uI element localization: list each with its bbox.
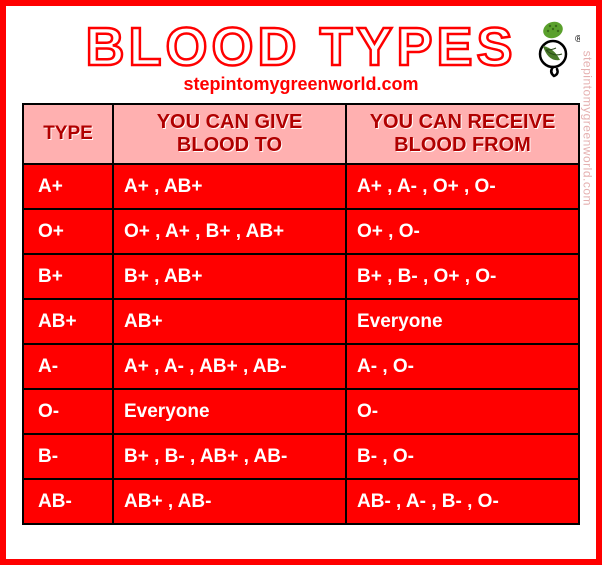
blood-type-table: TYPE YOU CAN GIVE BLOOD TO YOU CAN RECEI… [22, 103, 580, 525]
cell-type: AB- [23, 479, 113, 524]
table-row: B-B+ , B- , AB+ , AB-B- , O- [23, 434, 579, 479]
table-row: AB+AB+Everyone [23, 299, 579, 344]
col-header-receive: YOU CAN RECEIVE BLOOD FROM [346, 104, 579, 164]
cell-give: A+ , A- , AB+ , AB- [113, 344, 346, 389]
cell-receive: B+ , B- , O+ , O- [346, 254, 579, 299]
cell-type: B- [23, 434, 113, 479]
cell-type: A- [23, 344, 113, 389]
cell-type: AB+ [23, 299, 113, 344]
table-row: AB-AB+ , AB-AB- , A- , B- , O- [23, 479, 579, 524]
cell-give: AB+ , AB- [113, 479, 346, 524]
cell-give: B+ , AB+ [113, 254, 346, 299]
table-body: A+A+ , AB+A+ , A- , O+ , O-O+O+ , A+ , B… [23, 164, 579, 524]
table-row: O-EveryoneO- [23, 389, 579, 434]
cell-give: AB+ [113, 299, 346, 344]
page-title: BLOOD TYPES [85, 16, 516, 78]
cell-receive: A+ , A- , O+ , O- [346, 164, 579, 209]
logo-icon: ® [526, 20, 580, 80]
col-header-give: YOU CAN GIVE BLOOD TO [113, 104, 346, 164]
table-row: A+A+ , AB+A+ , A- , O+ , O- [23, 164, 579, 209]
col-header-type: TYPE [23, 104, 113, 164]
cell-give: Everyone [113, 389, 346, 434]
cell-type: O- [23, 389, 113, 434]
cell-type: O+ [23, 209, 113, 254]
cell-receive: B- , O- [346, 434, 579, 479]
watermark: stepintomygreenworld.com [580, 51, 594, 206]
cell-receive: O- [346, 389, 579, 434]
table-row: B+B+ , AB+B+ , B- , O+ , O- [23, 254, 579, 299]
table-row: A-A+ , A- , AB+ , AB-A- , O- [23, 344, 579, 389]
cell-receive: A- , O- [346, 344, 579, 389]
table-header-row: TYPE YOU CAN GIVE BLOOD TO YOU CAN RECEI… [23, 104, 579, 164]
cell-receive: AB- , A- , B- , O- [346, 479, 579, 524]
page-frame: BLOOD TYPES ® stepintomygreenworld.com [0, 0, 602, 565]
cell-receive: O+ , O- [346, 209, 579, 254]
svg-text:®: ® [575, 34, 580, 45]
table-row: O+O+ , A+ , B+ , AB+O+ , O- [23, 209, 579, 254]
cell-type: A+ [23, 164, 113, 209]
cell-receive: Everyone [346, 299, 579, 344]
cell-type: B+ [23, 254, 113, 299]
header: BLOOD TYPES ® stepintomygreenworld.com [22, 16, 580, 95]
cell-give: B+ , B- , AB+ , AB- [113, 434, 346, 479]
cell-give: O+ , A+ , B+ , AB+ [113, 209, 346, 254]
cell-give: A+ , AB+ [113, 164, 346, 209]
